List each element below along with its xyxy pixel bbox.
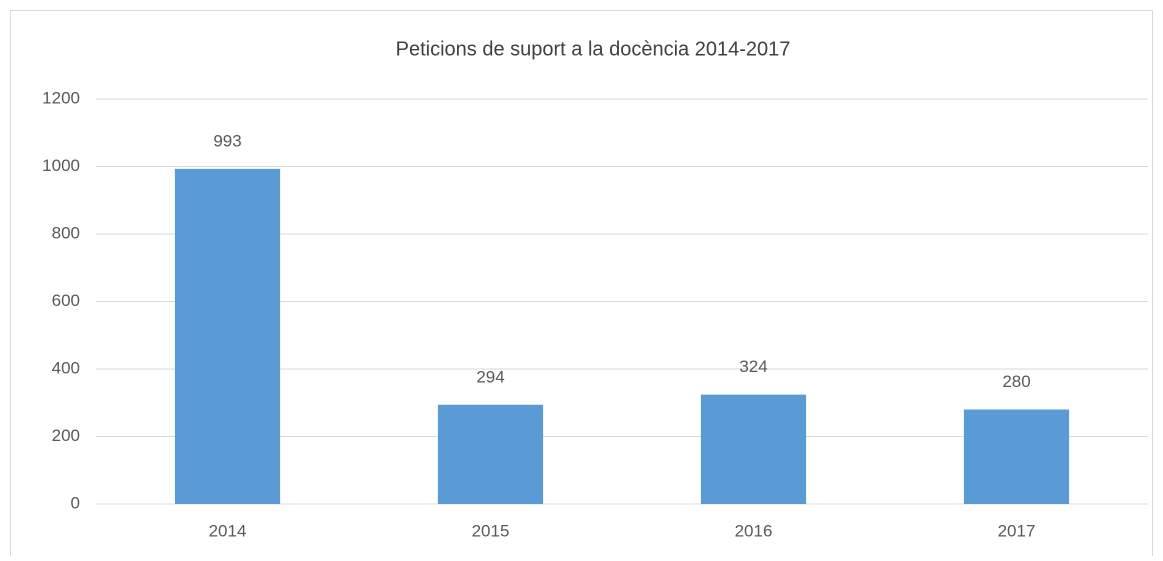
x-tick-label: 2017: [998, 521, 1036, 540]
y-tick-label: 200: [52, 426, 80, 445]
y-tick-label: 800: [52, 223, 80, 242]
y-tick-label: 0: [71, 493, 80, 512]
y-tick-label: 1200: [42, 88, 80, 107]
bar: [700, 394, 807, 504]
y-tick-label: 400: [52, 358, 80, 377]
bar: [437, 404, 544, 504]
y-tick-label: 600: [52, 291, 80, 310]
y-tick-label: 1000: [42, 156, 80, 175]
chart-title: Peticions de suport a la docència 2014-2…: [396, 38, 791, 60]
data-label: 280: [1002, 372, 1030, 391]
x-tick-label: 2014: [209, 521, 247, 540]
data-label: 324: [739, 357, 767, 376]
bar: [963, 409, 1070, 504]
bar: [174, 168, 281, 505]
data-label: 993: [213, 131, 241, 150]
data-label: 294: [476, 367, 504, 386]
x-tick-label: 2016: [735, 521, 773, 540]
x-tick-label: 2015: [472, 521, 510, 540]
